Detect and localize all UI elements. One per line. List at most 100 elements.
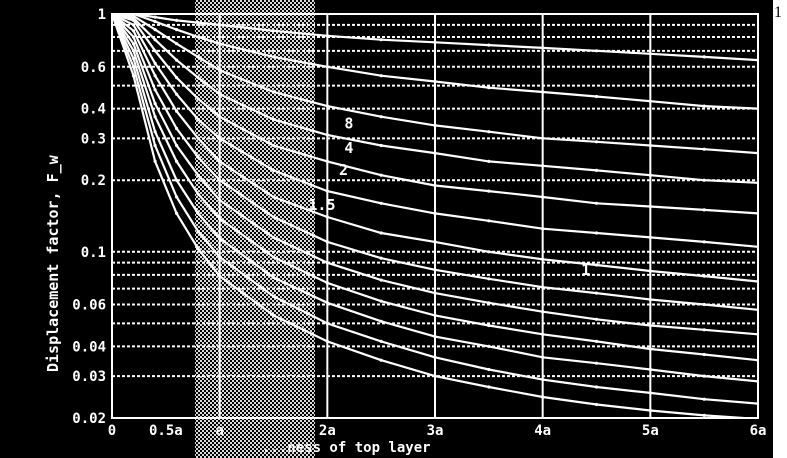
curve-label-1: 4 [344,139,353,157]
curve-2-point-6 [325,104,329,108]
curve-5 [112,14,758,248]
curve-6-point-13 [702,274,706,278]
curve-6-point-2 [175,109,179,113]
curve-8 [112,14,758,336]
curve-5-point-3 [196,117,200,122]
curve-6-point-1 [153,74,157,78]
curve-3-point-12 [648,173,652,177]
curve-5-point-14 [756,245,758,249]
curve-6-point-5 [271,195,276,199]
curve-3-point-4 [218,92,222,96]
curve-5-point-1 [153,61,157,65]
curve-6-point-8 [433,240,437,244]
curve-7-point-10 [541,285,545,289]
x-tick-label-1: 0.5a [149,423,183,439]
curve-10-point-0 [131,56,136,61]
curve-9 [112,14,758,362]
curve-1-point-9 [487,86,491,90]
curve-12 [112,14,758,418]
curve-4-point-9 [487,189,491,193]
curve-3 [112,14,758,184]
curve-5-point-2 [175,92,179,96]
curve-10-point-14 [756,379,758,383]
curve-6-point-4 [218,159,222,163]
y-tick-label-4: 0.2 [81,173,106,189]
curve-10-point-11 [594,361,599,365]
curve-6-point-3 [196,136,200,140]
curve-0-point-9 [487,43,491,47]
curve-4-point-8 [433,183,437,188]
curve-9-point-8 [433,313,437,317]
curve-12-point-2 [175,211,179,215]
curve-10-point-4 [218,236,222,240]
curve-1-point-11 [594,94,599,99]
curve-9-point-9 [487,323,491,328]
curve-3-point-11 [594,168,599,172]
curve-layer [112,14,758,418]
curve-4-point-14 [756,211,758,215]
curve-10-point-2 [175,178,179,182]
curve-4-point-2 [175,76,179,80]
curve-4-point-7 [379,173,383,177]
curve-3-point-7 [379,143,383,148]
curve-6-point-12 [648,269,652,273]
curve-3-point-13 [702,178,706,182]
curve-4-point-4 [218,115,222,119]
x-tick-label-6: 5a [642,423,659,439]
curve-0-point-5 [271,29,276,33]
curve-6-point-14 [756,279,758,284]
curve-8-point-9 [487,301,491,305]
curve-7-point-13 [702,302,706,307]
curve-12-point-14 [756,417,758,418]
curve-6-point-9 [487,250,491,254]
curve-5-point-13 [702,240,706,244]
curve-4-point-13 [702,208,706,212]
y-tick-label-0: 1 [98,7,106,23]
curve-7-point-2 [175,126,179,131]
curve-5-point-9 [487,219,491,223]
x-axis-title: ...ness of top layer [262,440,431,456]
x-tick-label-5: 4a [534,423,551,439]
curve-6-point-10 [541,257,545,261]
curve-9-point-3 [196,192,200,196]
curve-7-point-12 [648,297,652,302]
curve-2 [112,14,758,155]
curve-4-point-5 [271,143,276,148]
curve-0-point-3 [196,21,200,25]
curve-6-point-11 [594,263,599,267]
curve-12-point-10 [541,395,545,399]
curve-1-point-14 [756,107,758,111]
curve-0-point-11 [594,49,599,53]
curve-8-point-1 [153,102,157,106]
curve-12-point-13 [702,413,706,417]
curve-label-4: 1 [581,261,590,279]
curve-9-point-11 [594,339,599,343]
y-tick-label-9: 0.02 [72,411,106,427]
curve-11-point-4 [218,255,222,259]
curve-8-point-8 [433,291,437,295]
curve-12-point-7 [379,358,383,362]
curve-2-point-2 [175,42,179,46]
curve-2-point-9 [487,130,491,134]
curve-9-point-10 [541,332,545,336]
curve-7-point-0 [131,35,136,39]
curve-7-point-11 [594,291,599,295]
curve-5-point-11 [594,231,599,235]
curve-2-point-4 [218,68,222,72]
curve-4-point-10 [541,195,545,199]
x-tick-label-4: 3a [427,423,444,439]
curve-3-point-5 [271,117,276,122]
curve-9-point-14 [756,358,758,362]
curve-12-point-12 [648,408,652,413]
x-tick-label-0: 0 [108,423,116,439]
curve-8-point-13 [702,328,706,332]
curve-12-point-5 [271,313,276,317]
curve-5-point-10 [541,227,545,231]
curve-8-point-12 [648,323,652,328]
curve-0-point-8 [433,40,437,44]
curve-5-point-7 [379,201,383,205]
curve-1-point-13 [702,104,706,108]
curve-7-point-6 [325,240,329,244]
curve-12-point-8 [433,374,437,378]
